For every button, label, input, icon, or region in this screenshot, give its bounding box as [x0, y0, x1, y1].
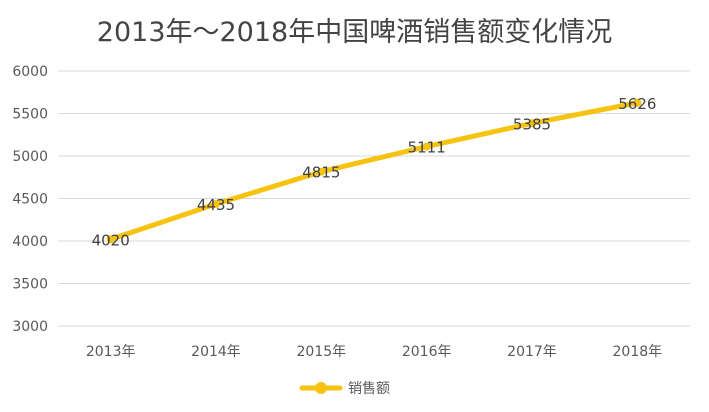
- x-axis: 2013年 2014年 2015年 2016年 2017年 2018年: [86, 344, 662, 360]
- y-tick-label-3500: 3500: [12, 277, 48, 293]
- x-tick-label-1: 2014年: [191, 344, 241, 360]
- data-label-4: 5385: [513, 115, 551, 133]
- x-tick-label-5: 2018年: [613, 344, 663, 360]
- data-labels: 4020 4435 4815 5111 5385 5626: [92, 95, 657, 250]
- legend: 销售额: [299, 381, 390, 397]
- data-point-3: [422, 142, 431, 151]
- data-point-4: [528, 119, 536, 128]
- series-line-0: [108, 100, 640, 242]
- legend-label: 销售额: [348, 381, 390, 397]
- y-axis: 3000 3500 4000 4500 5000 5500 6000: [12, 64, 48, 335]
- chart-title: 2013年～2018年中国啤酒销售额变化情况: [96, 17, 613, 48]
- legend-swatch-marker: [315, 382, 327, 394]
- data-point-0: [106, 235, 115, 244]
- data-label-0: 4020: [92, 231, 130, 249]
- x-tick-label-3: 2016年: [402, 344, 452, 360]
- y-tick-label-5000: 5000: [12, 149, 48, 165]
- data-label-1: 4435: [197, 196, 235, 214]
- data-point-1: [212, 200, 220, 209]
- y-tick-label-6000: 6000: [12, 64, 48, 80]
- y-tick-label-5500: 5500: [12, 107, 48, 123]
- x-tick-label-4: 2017年: [507, 344, 557, 360]
- y-tick-label-4500: 4500: [12, 192, 48, 208]
- x-tick-label-2: 2015年: [297, 344, 347, 360]
- data-point-5: [633, 98, 642, 107]
- data-label-3: 5111: [408, 139, 446, 157]
- data-label-2: 4815: [302, 164, 340, 182]
- data-point-2: [317, 167, 326, 176]
- data-label-5: 5626: [618, 95, 656, 113]
- y-tick-label-4000: 4000: [12, 234, 48, 250]
- x-tick-label-0: 2013年: [86, 344, 136, 360]
- y-tick-label-3000: 3000: [12, 319, 48, 335]
- series-layer: [106, 98, 642, 244]
